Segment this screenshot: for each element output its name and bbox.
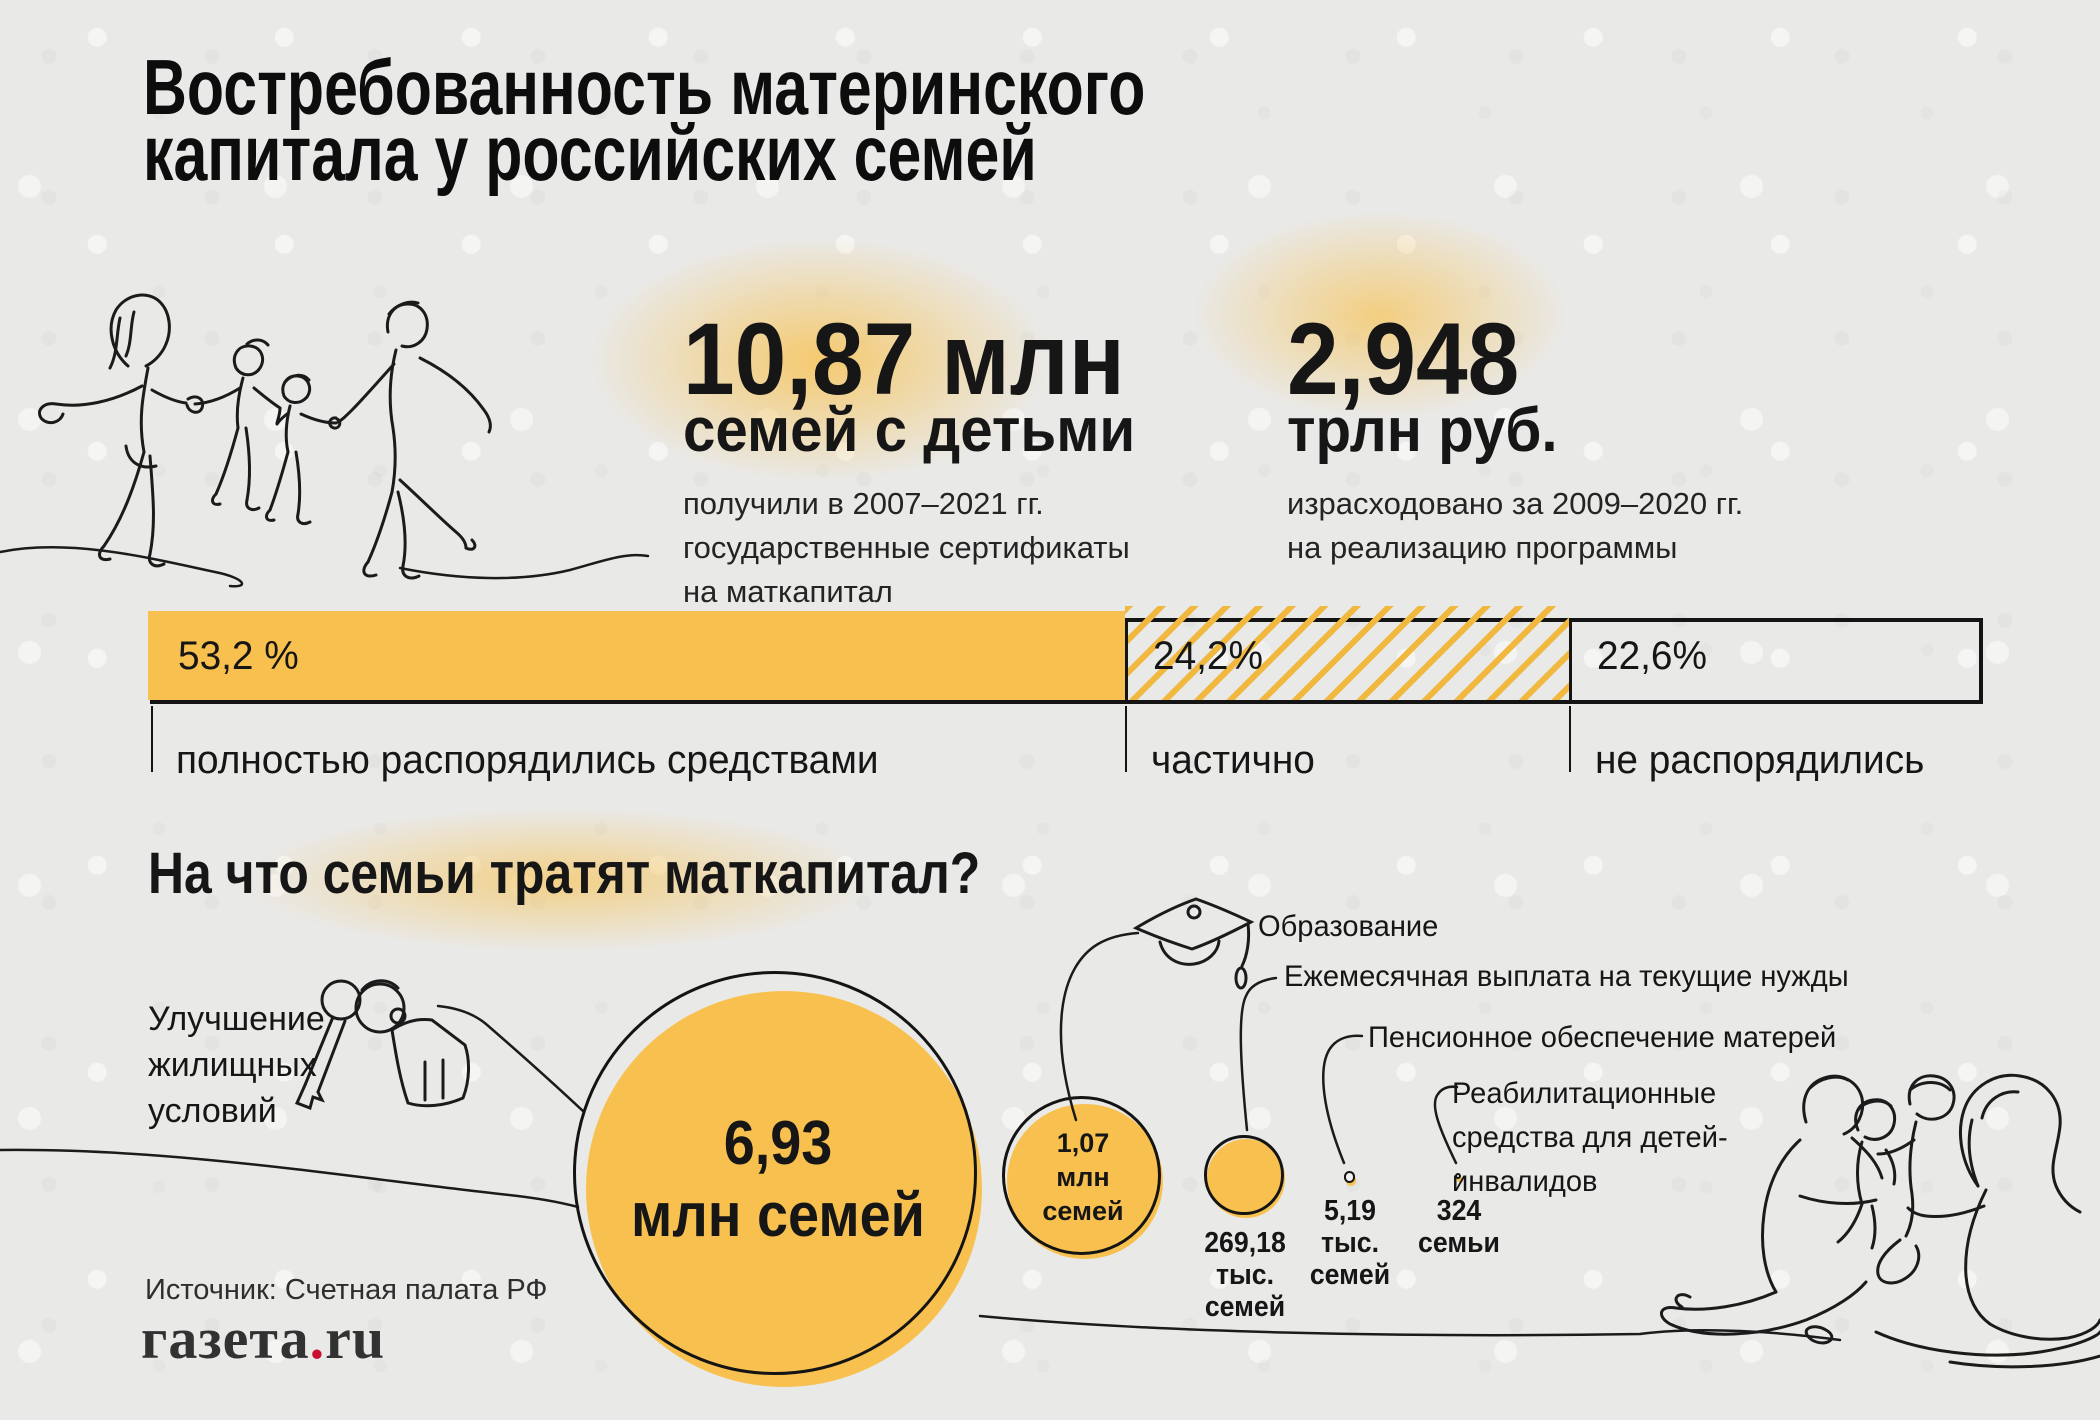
stat1-description: получили в 2007–2021 гг. государственные… — [683, 482, 1130, 614]
family-sitting-line-art — [1660, 1073, 2100, 1369]
bubble-rehab-ring — [1455, 1173, 1462, 1179]
monthly-bubble-line-1: 269,18 — [1204, 1227, 1286, 1259]
housing-label-line-1: Улучшение — [148, 1000, 325, 1038]
rehab-callout-line-1: Реабилитационные — [1452, 1077, 1717, 1110]
bar-divider-1 — [1125, 618, 1129, 704]
logo-dot: . — [309, 1306, 326, 1371]
bar-value-label-1: 53,2 % — [178, 634, 299, 678]
rehab-bubble-value: 324 семьи — [1404, 1195, 1514, 1259]
callout-lines — [1059, 931, 1459, 1165]
rehab-bubble-line-2: семьи — [1418, 1227, 1500, 1259]
section2-heading: На что семьи тратят маткапитал? — [148, 841, 981, 906]
stat1-desc-line-2: государственные сертификаты — [683, 530, 1130, 565]
family-running-line-art — [38, 293, 492, 580]
rehab-callout-line-3: инвалидов — [1452, 1165, 1598, 1198]
bar-divider-2 — [1568, 618, 1572, 704]
housing-label-line-3: условий — [148, 1092, 277, 1130]
bar-value-label-3: 22,6% — [1596, 634, 1707, 678]
bubble-education-ring — [1002, 1095, 1162, 1255]
bar-category-label-3: не распорядились — [1594, 738, 1925, 782]
logo-name: газета — [141, 1306, 310, 1371]
rehab-callout-line-2: средства для детей- — [1452, 1121, 1728, 1154]
pension-bubble-line-3: семей — [1309, 1259, 1391, 1291]
housing-label: Улучшение жилищных условий — [148, 996, 325, 1134]
bar-tick-1 — [151, 706, 153, 772]
stat2-description: израсходовано за 2009–2020 гг. на реализ… — [1287, 482, 1743, 570]
big-circle-value-line-1: 6,93 — [723, 1109, 833, 1178]
stat1-unit: семей с детьми — [683, 396, 1136, 465]
stat2-desc-line-2: на реализацию программы — [1287, 530, 1678, 565]
pension-callout-label: Пенсионное обеспечение матерей — [1368, 1021, 1837, 1054]
page-title-line-2: капитала у российских семей — [143, 109, 1037, 197]
callout-line-rehab — [1433, 1085, 1459, 1165]
pension-bubble-line-1: 5,19 — [1324, 1195, 1376, 1227]
bar-segment-solid — [148, 611, 1126, 700]
pension-bubble-line-2: тыс. — [1320, 1227, 1380, 1259]
stat2-unit: трлн руб. — [1287, 396, 1558, 465]
page-title-line-1: Востребованность материнского — [143, 43, 1146, 131]
big-circle-value-line-2: млн семей — [631, 1181, 925, 1250]
bubble-monthly-ring — [1204, 1135, 1285, 1215]
stat2-value: 2,948 — [1287, 302, 1520, 416]
rehab-bubble-line-1: 324 — [1436, 1195, 1482, 1227]
bar-tick-2 — [1125, 706, 1128, 772]
callout-line-pension — [1322, 1034, 1364, 1165]
stat1-desc-line-3: на маткапитал — [683, 574, 893, 609]
logo-tld: ru — [325, 1306, 386, 1371]
callout-line-monthly — [1239, 976, 1278, 1132]
bar-tick-3 — [1568, 706, 1571, 772]
keys-icon — [294, 979, 470, 1110]
monthly-bubble-line-3: семей — [1204, 1291, 1286, 1323]
monthly-bubble-value: 269,18 тыс. семей — [1162, 1227, 1328, 1323]
bar-category-label-2: частично — [1151, 738, 1316, 782]
monthly-callout-label: Ежемесячная выплата на текущие нужды — [1284, 960, 1849, 993]
education-bubble-line-3: семей — [1042, 1196, 1124, 1226]
education-bubble-line-2: млн — [1056, 1162, 1110, 1192]
stat2-desc-line-1: израсходовано за 2009–2020 гг. — [1287, 486, 1744, 521]
stat1-desc-line-1: получили в 2007–2021 гг. — [683, 486, 1044, 521]
bar-value-label-2: 24,2% — [1153, 634, 1264, 678]
education-bubble-line-1: 1,07 — [1056, 1128, 1110, 1158]
bubble-pension-ring — [1343, 1171, 1355, 1183]
housing-label-line-2: жилищных — [148, 1046, 317, 1084]
education-callout-label: Образование — [1258, 910, 1439, 943]
big-circle-value: 6,93 млн семей — [578, 1108, 978, 1252]
monthly-bubble-line-2: тыс. — [1215, 1259, 1275, 1291]
education-bubble-value: 1,07 млн семей — [1003, 1126, 1163, 1228]
graduation-cap-icon — [1132, 897, 1255, 990]
pension-bubble-value: 5,19 тыс. семей — [1295, 1195, 1405, 1291]
bar-category-label-1: полностью распорядились средствами — [176, 738, 879, 782]
ground-squiggle-top — [0, 546, 650, 588]
stat1-value: 10,87 млн — [683, 302, 1125, 416]
bubble-rehab-fill — [1457, 1176, 1464, 1183]
gazeta-ru-logo: газета.ru — [141, 1310, 385, 1368]
callout-line-education — [1059, 931, 1140, 1122]
rehab-callout-label: Реабилитационные средства для детей- инв… — [1452, 1072, 1728, 1204]
source-note: Источник: Счетная палата РФ — [145, 1274, 548, 1306]
bar-segment-hatch — [1125, 606, 1569, 700]
